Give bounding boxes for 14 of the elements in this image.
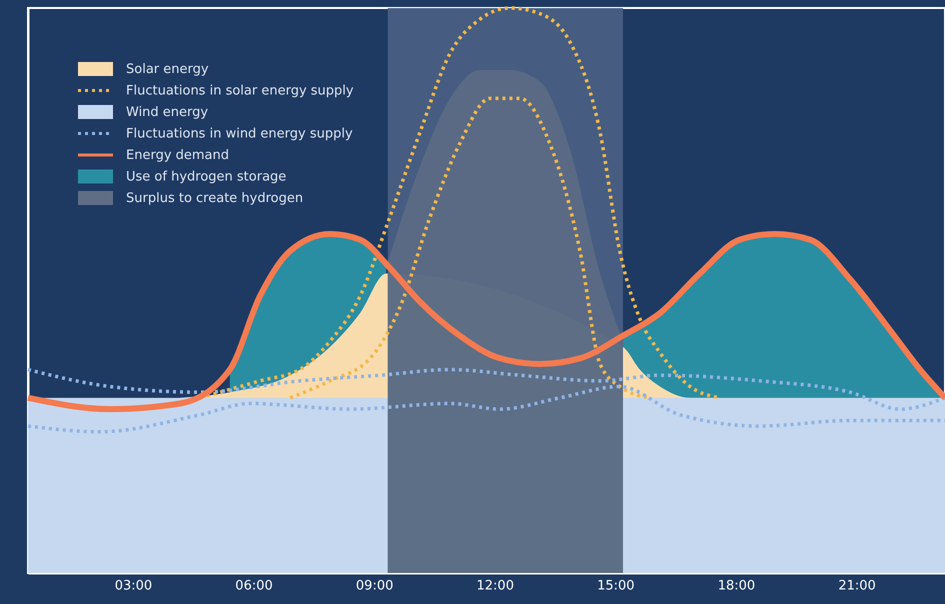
legend-label: Surplus to create hydrogen <box>126 191 304 206</box>
x-tick-label: 18:00 <box>718 578 756 594</box>
x-tick-label: 09:00 <box>356 578 394 594</box>
legend-label: Wind energy <box>126 105 208 120</box>
legend-label: Fluctuations in solar energy supply <box>126 84 354 98</box>
legend-label: Use of hydrogen storage <box>126 170 286 184</box>
legend-label: Solar energy <box>126 62 209 77</box>
legend-label: Energy demand <box>126 148 230 163</box>
x-tick-label: 03:00 <box>114 578 152 594</box>
x-tick-label: 06:00 <box>235 578 273 594</box>
x-tick-label: 12:00 <box>476 578 514 594</box>
legend-label: Fluctuations in wind energy supply <box>126 126 353 142</box>
x-tick-label: 15:00 <box>597 578 635 594</box>
x-tick-label: 21:00 <box>838 578 876 594</box>
